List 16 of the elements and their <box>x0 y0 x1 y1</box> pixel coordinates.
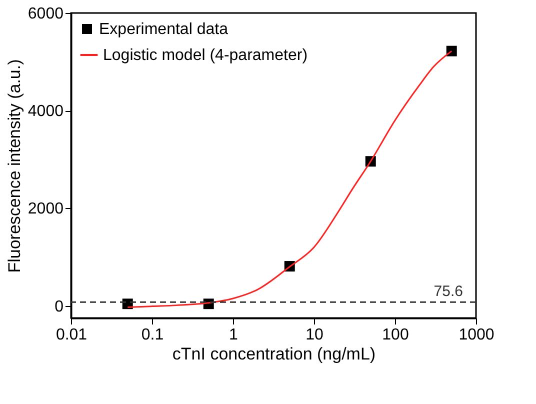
x-tick-label: 10 <box>306 326 324 344</box>
ref-line-label: 75.6 <box>434 283 463 300</box>
x-tick-label: 1000 <box>458 326 494 344</box>
legend-label: Experimental data <box>99 21 228 38</box>
point <box>446 46 457 56</box>
x-tick-label: 0.1 <box>141 326 164 344</box>
y-axis-title: Fluorescence intensity (a.u.) <box>4 59 24 273</box>
y-tick-label: 0 <box>54 298 64 316</box>
y-tick-label: 6000 <box>28 6 64 22</box>
y-tick-label: 2000 <box>28 200 64 218</box>
legend-label: Logistic model (4-parameter) <box>103 47 308 64</box>
y-tick-label: 4000 <box>28 103 64 120</box>
x-tick-label: 0.01 <box>56 326 88 344</box>
x-axis-title: cTnI concentration (ng/mL) <box>172 344 376 364</box>
x-tick-label: 1 <box>229 326 238 344</box>
x-tick-label: 100 <box>382 326 409 344</box>
